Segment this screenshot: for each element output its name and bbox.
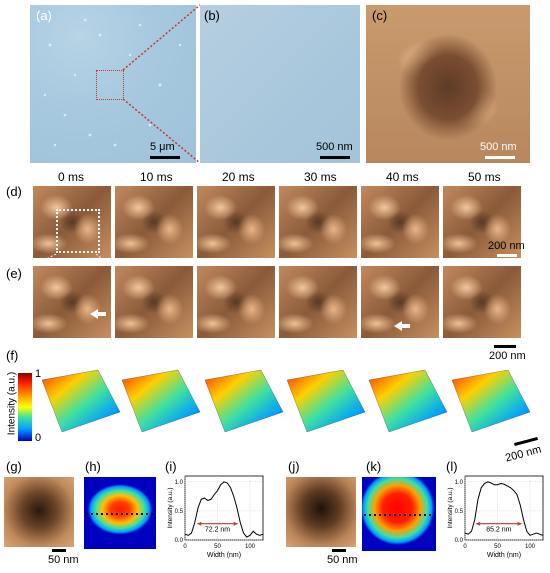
time-label-2: 20 ms <box>222 170 255 184</box>
line-chart-i: 0 50 100 0.0 0.5 1.0 Width (nm) Intensity (a.u.… <box>167 475 264 559</box>
frame-e-10ms <box>115 266 193 338</box>
panel-label-a: (a) <box>36 8 52 23</box>
image-panel-g <box>4 477 74 547</box>
panel-label-f: (f) <box>6 348 19 363</box>
frame-d-50ms <box>443 186 521 258</box>
scalebar-j <box>332 549 346 552</box>
arrow-icon <box>90 309 106 319</box>
scalebar-label-g: 50 nm <box>48 554 79 566</box>
x-axis-label: Width (nm) <box>487 552 521 559</box>
frame-e-30ms <box>279 266 357 338</box>
frame-d-40ms <box>361 186 439 258</box>
time-label-5: 50 ms <box>468 170 501 184</box>
panel-label-i: (i) <box>165 459 177 474</box>
zoom-connector-lines <box>122 4 201 164</box>
y-axis-label: Intensity (a.u.) <box>447 487 454 528</box>
y-tick-label: 0.0 <box>455 538 464 544</box>
particle-dots <box>43 18 182 152</box>
scalebar-a <box>150 156 180 159</box>
scalebar-label-f: 200 nm <box>504 443 543 465</box>
y-tick-label: 0.5 <box>175 509 184 515</box>
panel-label-l: (l) <box>446 459 458 474</box>
scalebar-label-b: 500 nm <box>316 141 353 153</box>
surface-plot-3 <box>286 369 366 433</box>
width-annotation: 72.2 nm <box>205 527 230 534</box>
scalebar-label-j: 50 nm <box>327 554 358 566</box>
y-tick-label: 0.5 <box>455 509 464 515</box>
scalebar-g <box>52 549 66 552</box>
series-line <box>184 481 264 538</box>
panel-label-j: (j) <box>288 459 300 474</box>
scalebar-label-e: 200 nm <box>489 350 526 362</box>
surface-plot-0 <box>41 369 121 433</box>
surface-plot-1 <box>121 369 201 433</box>
arrow-head-left <box>476 521 481 526</box>
time-label-0: 0 ms <box>58 170 85 184</box>
panel-label-g: (g) <box>6 459 22 474</box>
y-tick-label: 0.0 <box>175 538 184 544</box>
frame-d-20ms <box>197 186 275 258</box>
colorbar <box>18 373 32 441</box>
image-panel-j <box>286 477 356 547</box>
scalebar-e <box>494 345 516 348</box>
colorbar-label: Intensity (a.u.) <box>6 371 18 436</box>
width-annotation: 85.2 nm <box>486 527 511 534</box>
frame-e-0ms <box>33 266 111 338</box>
x-tick-label: 0 <box>463 544 467 550</box>
scalebar-label-a: 5 μm <box>150 141 175 153</box>
panel-label-d: (d) <box>6 184 22 199</box>
panel-label-e: (e) <box>6 266 22 281</box>
line-chart-l: 0 50 100 0.0 0.5 1.0 Width (nm) Intensity (a.u.… <box>447 475 544 559</box>
colorbar-min: 0 <box>35 432 42 444</box>
zoom-region-box-d <box>56 209 100 253</box>
scalebar-c <box>485 156 515 159</box>
zoom-connector-lines-e <box>32 254 112 267</box>
arrow-head-right <box>517 521 522 526</box>
image-panel-b <box>200 5 360 163</box>
frame-e-20ms <box>197 266 275 338</box>
scalebar-d <box>497 254 517 257</box>
image-panel-c <box>366 5 530 163</box>
panel-label-c: (c) <box>372 8 388 23</box>
image-panel-a <box>30 5 196 163</box>
surface-plot-4 <box>368 369 448 433</box>
series-line <box>464 481 544 536</box>
x-axis-label: Width (nm) <box>207 552 241 559</box>
surface-plots <box>41 369 531 433</box>
x-tick-label: 0 <box>183 544 187 550</box>
surface-plot-2 <box>204 369 284 433</box>
profile-line-k <box>364 514 434 516</box>
arrow-head-right <box>233 521 238 526</box>
y-axis-label: Intensity (a.u.) <box>167 487 174 528</box>
surface-plot-5 <box>451 369 531 433</box>
arrow-head-left <box>197 521 202 526</box>
scalebar-label-d: 200 nm <box>488 240 525 252</box>
x-tick-label: 100 <box>525 544 536 550</box>
x-tick-label: 100 <box>245 544 256 550</box>
zoom-region-box <box>96 70 124 100</box>
time-label-1: 10 ms <box>140 170 173 184</box>
time-label-4: 40 ms <box>386 170 419 184</box>
panel-label-h: (h) <box>85 459 101 474</box>
arrow-icon <box>394 321 410 331</box>
scalebar-b <box>320 156 350 159</box>
frame-d-10ms <box>115 186 193 258</box>
scalebar-label-c: 500 nm <box>480 141 517 153</box>
y-tick-label: 1.0 <box>175 480 184 486</box>
y-tick-label: 1.0 <box>455 480 464 486</box>
frame-e-50ms <box>443 266 521 338</box>
panel-label-k: (k) <box>366 459 382 474</box>
panel-label-b: (b) <box>204 8 220 23</box>
frame-d-30ms <box>279 186 357 258</box>
colorbar-max: 1 <box>35 368 42 380</box>
x-tick-label: 50 <box>214 544 221 550</box>
x-tick-label: 50 <box>494 544 501 550</box>
time-label-3: 30 ms <box>304 170 337 184</box>
profile-line-h <box>86 513 154 515</box>
